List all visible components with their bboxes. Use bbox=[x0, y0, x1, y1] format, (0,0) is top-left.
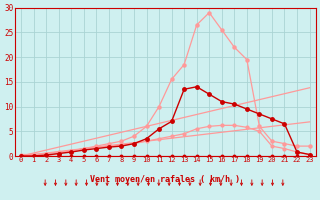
X-axis label: Vent moyen/en rafales ( km/h ): Vent moyen/en rafales ( km/h ) bbox=[90, 174, 240, 184]
